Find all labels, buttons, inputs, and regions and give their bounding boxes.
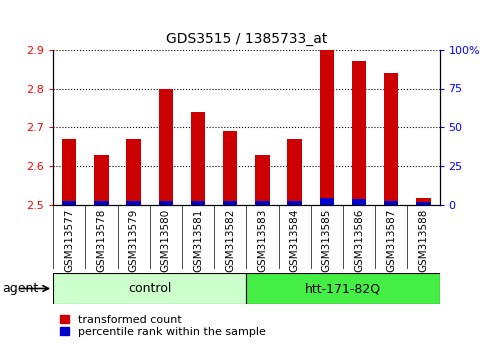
Bar xyxy=(255,201,270,205)
Bar xyxy=(384,201,398,205)
Bar xyxy=(62,201,76,205)
Bar xyxy=(94,201,109,205)
Bar xyxy=(191,112,205,205)
Bar xyxy=(255,155,270,205)
Title: GDS3515 / 1385733_at: GDS3515 / 1385733_at xyxy=(166,32,327,46)
Bar xyxy=(191,201,205,205)
Bar xyxy=(320,50,334,205)
Bar xyxy=(127,139,141,205)
Bar xyxy=(158,88,173,205)
Bar xyxy=(223,201,238,205)
Bar xyxy=(223,131,238,205)
Text: GSM313578: GSM313578 xyxy=(97,209,106,272)
Text: GSM313585: GSM313585 xyxy=(322,209,332,272)
Text: GSM313582: GSM313582 xyxy=(225,209,235,272)
Bar xyxy=(352,199,366,205)
Bar xyxy=(94,155,109,205)
Bar xyxy=(158,201,173,205)
Text: GSM313579: GSM313579 xyxy=(128,209,139,272)
Text: htt-171-82Q: htt-171-82Q xyxy=(305,282,381,295)
Bar xyxy=(352,61,366,205)
Text: GSM313584: GSM313584 xyxy=(290,209,299,272)
Bar xyxy=(246,273,440,304)
Text: GSM313588: GSM313588 xyxy=(418,209,428,272)
Text: GSM313583: GSM313583 xyxy=(257,209,268,272)
Text: GSM313580: GSM313580 xyxy=(161,209,171,272)
Bar xyxy=(384,73,398,205)
Bar xyxy=(287,201,302,205)
Bar xyxy=(53,273,246,304)
Bar xyxy=(416,198,431,205)
Text: GSM313581: GSM313581 xyxy=(193,209,203,272)
Text: control: control xyxy=(128,282,171,295)
Bar xyxy=(287,139,302,205)
Text: agent: agent xyxy=(2,282,39,295)
Text: GSM313577: GSM313577 xyxy=(64,209,74,272)
Bar xyxy=(127,201,141,205)
Bar xyxy=(416,202,431,205)
Legend: transformed count, percentile rank within the sample: transformed count, percentile rank withi… xyxy=(59,314,267,338)
Bar xyxy=(62,139,76,205)
Text: GSM313587: GSM313587 xyxy=(386,209,396,272)
Bar xyxy=(320,198,334,205)
Text: GSM313586: GSM313586 xyxy=(354,209,364,272)
